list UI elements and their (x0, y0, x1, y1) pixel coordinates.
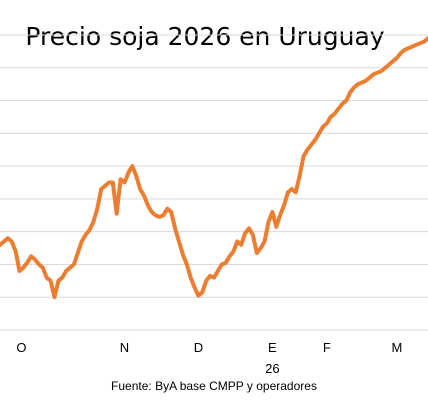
x-tick-label-5: M (391, 340, 403, 355)
gridlines (0, 34, 428, 331)
x-tick-label-2: D (193, 340, 204, 355)
x-year-label: 26 (265, 361, 280, 376)
x-tick-label-0: O (16, 340, 27, 355)
chart-source: Fuente: ByA base CMPP y operadores (111, 379, 317, 393)
price-series-line (0, 36, 428, 300)
x-tick-label-1: N (119, 340, 130, 355)
x-tick-label-4: F (322, 340, 331, 355)
chart-title: Precio soja 2026 en Uruguay (25, 22, 385, 51)
x-tick-label-3: E (268, 340, 277, 355)
